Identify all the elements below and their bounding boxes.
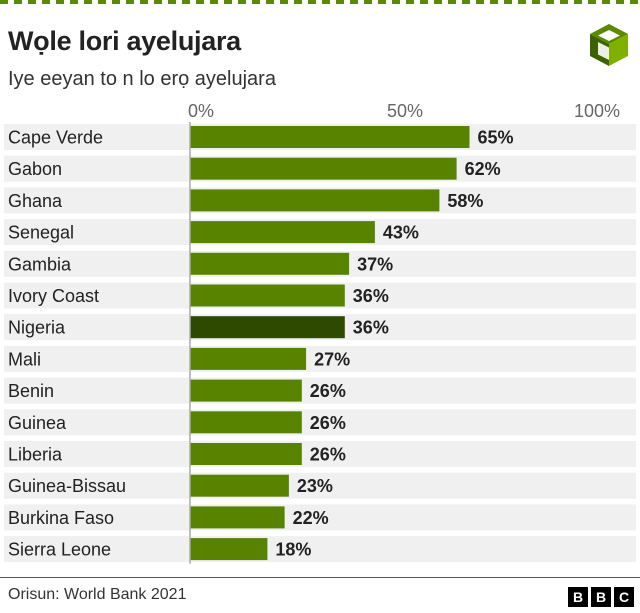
value-label: 26% xyxy=(310,445,346,465)
bar xyxy=(190,379,302,402)
x-tick-label: 50% xyxy=(387,101,423,121)
category-label: Mali xyxy=(8,349,41,369)
bar xyxy=(190,284,345,307)
category-label: Nigeria xyxy=(8,318,66,338)
bar xyxy=(190,506,285,529)
row-band xyxy=(4,472,636,499)
row-band xyxy=(4,345,636,372)
bar xyxy=(190,126,470,148)
value-label: 26% xyxy=(310,381,346,401)
category-label: Sierra Leone xyxy=(8,540,111,560)
value-label: 23% xyxy=(297,476,333,496)
value-label: 18% xyxy=(275,540,311,560)
value-label: 26% xyxy=(310,413,346,433)
row-band xyxy=(4,441,636,467)
bar xyxy=(190,157,457,180)
source-note: Orisun: World Bank 2021 xyxy=(8,586,187,603)
bar xyxy=(190,538,268,561)
category-label: Burkina Faso xyxy=(8,508,114,528)
category-label: Senegal xyxy=(8,223,74,243)
bar xyxy=(190,474,289,497)
category-label: Cape Verde xyxy=(8,128,103,148)
value-label: 27% xyxy=(314,349,350,369)
value-label: 62% xyxy=(465,159,501,179)
footer-divider xyxy=(0,577,640,578)
value-label: 43% xyxy=(383,223,419,243)
value-label: 58% xyxy=(447,191,483,211)
category-label: Guinea xyxy=(8,413,67,433)
x-tick-label: 100% xyxy=(574,101,620,121)
value-label: 37% xyxy=(357,254,393,274)
category-label: Gambia xyxy=(8,254,72,274)
bar-chart: 0% 50% 100% Cape Verde 65% Gabon 62% Ghana 58% Se… xyxy=(4,101,636,564)
row-band xyxy=(4,504,636,531)
bar xyxy=(190,347,307,370)
category-label: Gabon xyxy=(8,159,62,179)
bar xyxy=(190,252,350,275)
x-tick-label: 0% xyxy=(188,101,214,121)
row-band xyxy=(4,377,636,404)
bbc-data-logo-icon xyxy=(590,24,628,66)
category-label: Liberia xyxy=(8,445,63,465)
bbc-logo: B B C xyxy=(568,587,634,607)
value-label: 36% xyxy=(353,286,389,306)
row-band xyxy=(4,409,636,436)
bar xyxy=(190,316,345,339)
chart-title: Wọle lori ayelujara xyxy=(8,26,241,56)
bbc-logo-letter: C xyxy=(614,587,634,607)
top-stripe xyxy=(0,0,640,6)
bbc-logo-letter: B xyxy=(591,587,611,607)
row-band xyxy=(4,536,636,563)
bar xyxy=(190,189,440,212)
bar xyxy=(190,443,302,465)
category-label: Benin xyxy=(8,381,54,401)
category-label: Guinea-Bissau xyxy=(8,476,126,496)
bar xyxy=(190,411,302,434)
category-label: Ghana xyxy=(8,191,63,211)
value-label: 22% xyxy=(293,508,329,528)
category-label: Ivory Coast xyxy=(8,286,99,306)
bbc-logo-letter: B xyxy=(568,587,588,607)
chart-subtitle: Iye eeyan to n lo erọ ayelujara xyxy=(8,68,276,90)
bar xyxy=(190,221,375,244)
value-label: 36% xyxy=(353,318,389,338)
value-label: 65% xyxy=(478,128,514,148)
